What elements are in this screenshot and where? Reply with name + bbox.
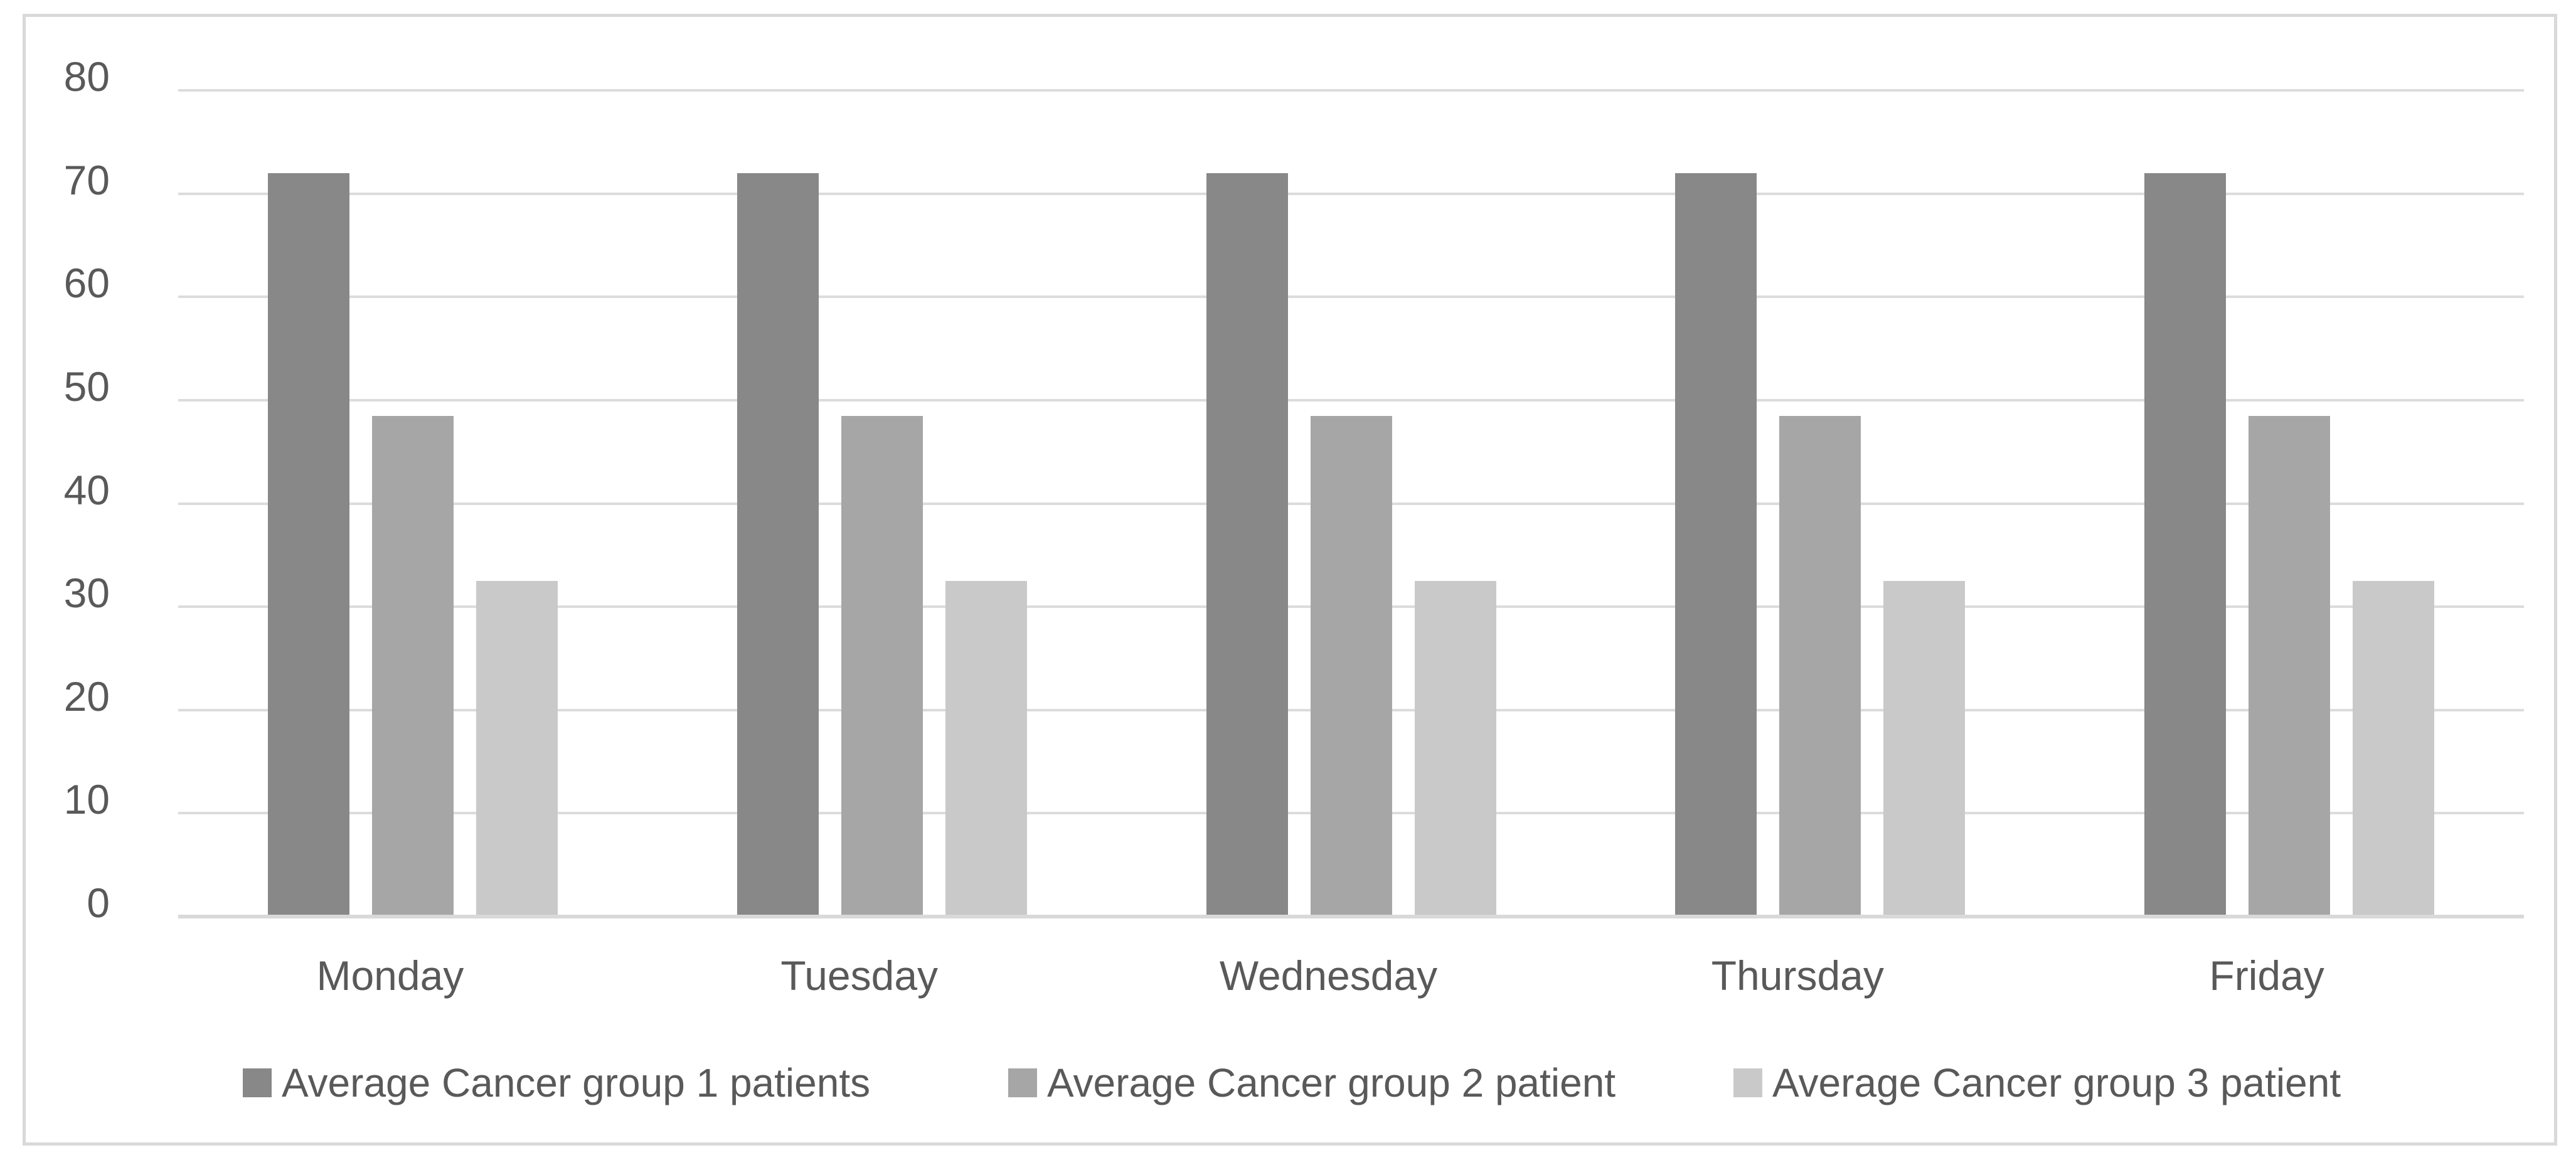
- bar-tuesday-series-1: [737, 173, 819, 917]
- gridline-y-70: [178, 192, 2524, 195]
- legend-item-series-3: Average Cancer group 3 patient: [1733, 1060, 2341, 1106]
- bar-friday-series-1: [2144, 173, 2227, 917]
- legend-swatch-icon: [243, 1068, 272, 1097]
- category-label-friday: Friday: [2209, 952, 2324, 999]
- bar-thursday-series-3: [1883, 580, 1966, 917]
- bar-friday-series-2: [2249, 415, 2331, 917]
- legend-swatch-icon: [1008, 1068, 1037, 1097]
- bar-friday-series-3: [2353, 580, 2435, 917]
- bar-wednesday-series-2: [1310, 415, 1392, 917]
- plot-area: [178, 89, 2524, 918]
- gridline-y-80: [178, 89, 2524, 92]
- legend-item-series-2: Average Cancer group 2 patient: [1008, 1060, 1615, 1106]
- bar-monday-series-1: [267, 173, 349, 917]
- y-tick-label-50: 50: [63, 363, 110, 410]
- y-tick-label-80: 80: [63, 53, 110, 100]
- legend-swatch-icon: [1733, 1068, 1762, 1097]
- bar-wednesday-series-3: [1414, 580, 1496, 917]
- bar-tuesday-series-2: [841, 415, 923, 917]
- gridline-y-50: [178, 398, 2524, 402]
- bar-thursday-series-2: [1779, 415, 1861, 917]
- category-label-wednesday: Wednesday: [1219, 952, 1438, 999]
- legend-label: Average Cancer group 2 patient: [1047, 1060, 1616, 1105]
- y-tick-label-0: 0: [87, 880, 110, 926]
- y-tick-label-60: 60: [63, 260, 110, 307]
- chart-frame: Average Cancer group 1 patients Average C…: [23, 14, 2557, 1146]
- legend-label: Average Cancer group 1 patients: [282, 1060, 871, 1105]
- legend-label: Average Cancer group 3 patient: [1772, 1060, 2341, 1105]
- y-tick-label-20: 20: [63, 673, 110, 720]
- category-label-monday: Monday: [316, 952, 464, 999]
- legend-item-series-1: Average Cancer group 1 patients: [243, 1060, 870, 1106]
- bar-monday-series-3: [476, 580, 558, 917]
- bar-wednesday-series-1: [1206, 173, 1288, 917]
- bar-monday-series-2: [371, 415, 454, 917]
- category-label-tuesday: Tuesday: [780, 952, 939, 999]
- x-axis-line: [178, 915, 2524, 918]
- gridline-y-60: [178, 295, 2524, 299]
- bar-thursday-series-1: [1675, 173, 1757, 917]
- bar-tuesday-series-3: [945, 580, 1027, 917]
- y-tick-label-40: 40: [63, 466, 110, 513]
- y-tick-label-70: 70: [63, 156, 110, 203]
- category-label-thursday: Thursday: [1711, 952, 1884, 999]
- y-tick-label-10: 10: [63, 776, 110, 823]
- y-tick-label-30: 30: [63, 570, 110, 617]
